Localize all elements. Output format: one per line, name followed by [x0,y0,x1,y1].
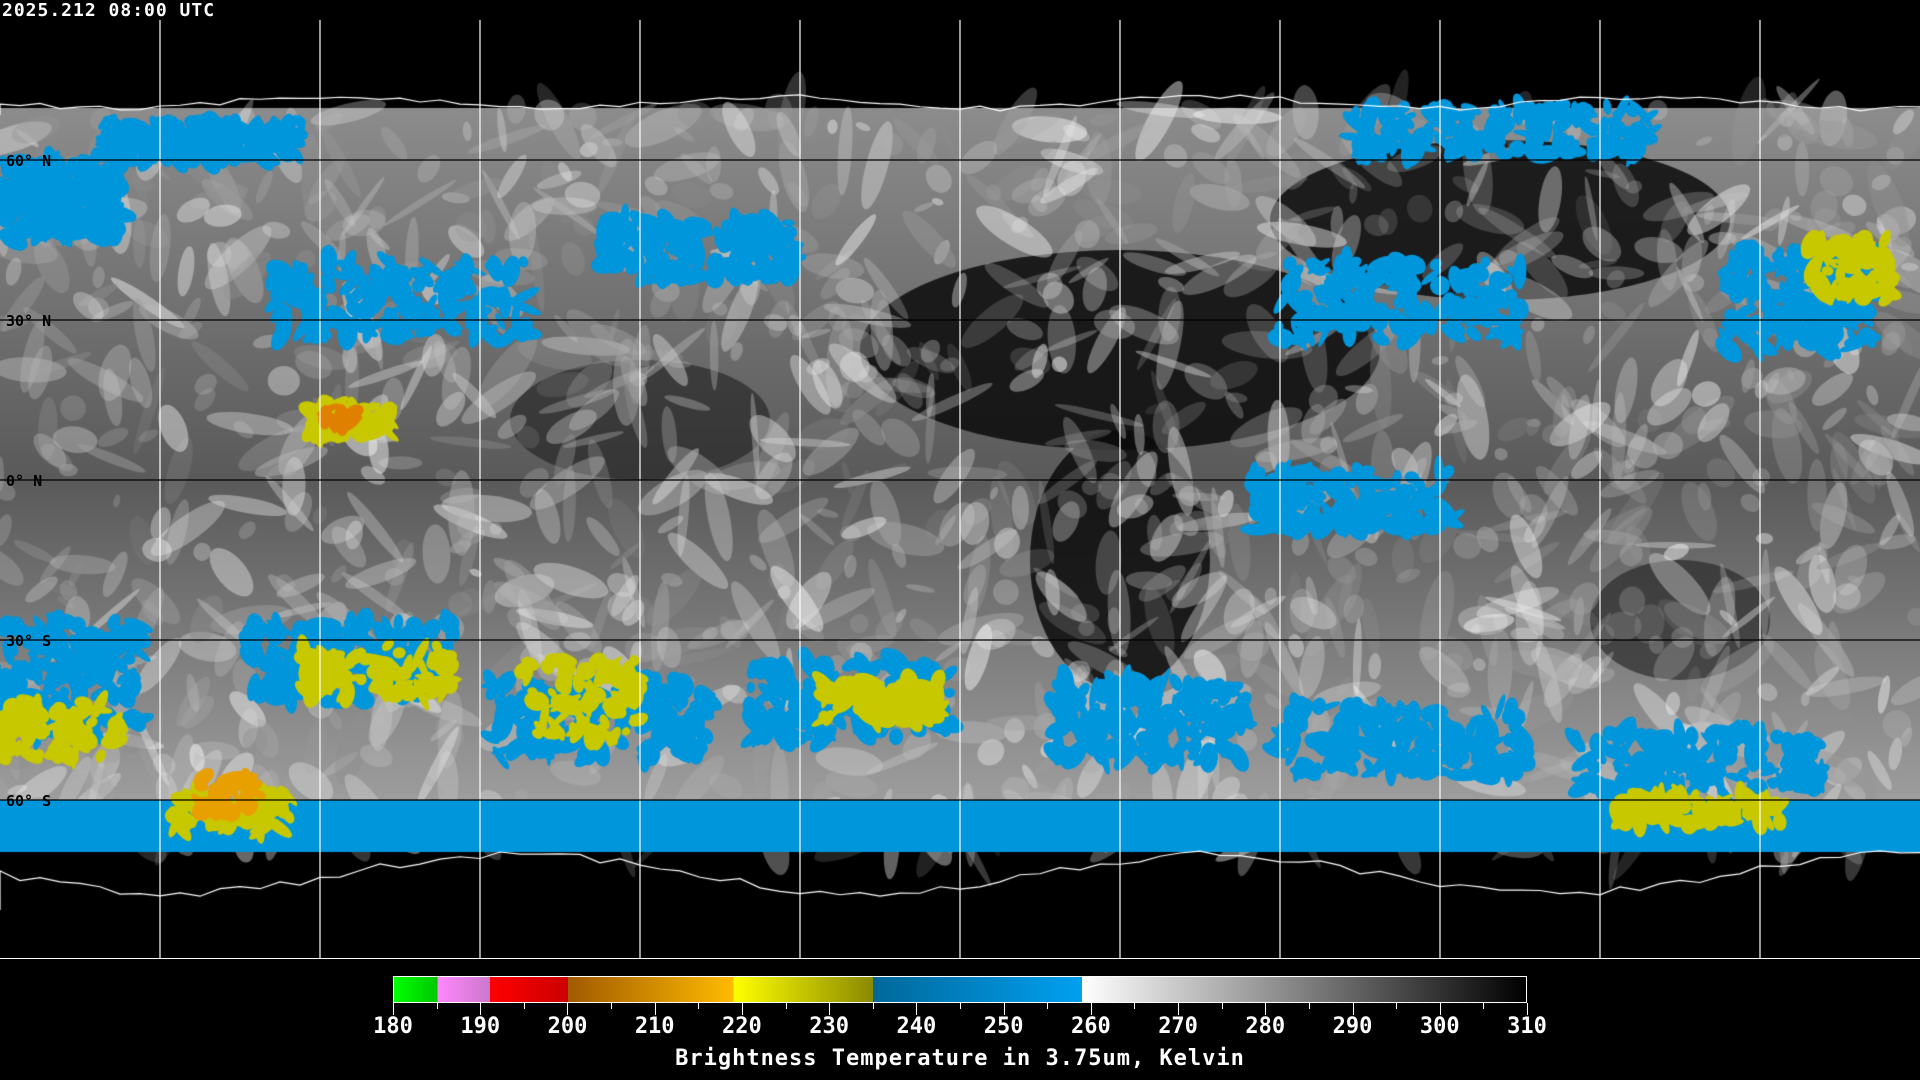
colorbar-tick [1090,1003,1092,1015]
colorbar-tick [1396,1003,1398,1009]
lat-label: 30° N [6,312,52,330]
colorbar-tick [1527,1003,1528,1015]
colorbar-tick-label: 310 [1507,1014,1547,1039]
colorbar-tick [1483,1003,1485,1009]
colorbar-tick [960,1003,961,1009]
colorbar-tick [1003,1003,1005,1015]
colorbar-tick [480,1003,482,1015]
colorbar-tick-label: 250 [983,1014,1024,1039]
map-bottom-border [0,958,1920,959]
colorbar-tick [393,1003,394,1015]
colorbar-tick-label: 200 [547,1014,588,1039]
lat-lon-grid [159,20,1761,958]
colorbar-tick [785,1003,787,1009]
colorbar-tick-label: 190 [460,1014,501,1039]
colorbar-tick [741,1003,743,1015]
colorbar [393,976,1527,1003]
colorbar-tick [829,1003,831,1015]
colorbar-tick-label: 180 [373,1014,413,1039]
colorbar-tick-label: 210 [634,1014,675,1039]
colorbar-title: Brightness Temperature in 3.75um, Kelvin [675,1046,1245,1071]
colorbar-tick [654,1003,656,1015]
colorbar-tick [1221,1003,1223,1009]
lat-label: 60° S [6,792,52,810]
lat-label: 30° S [6,632,52,650]
colorbar-tick [872,1003,874,1009]
colorbar-tick-label: 280 [1245,1014,1286,1039]
colorbar-tick-label: 230 [809,1014,850,1039]
colorbar-tick [698,1003,700,1009]
colorbar-tick [611,1003,613,1009]
colorbar-tick [1134,1003,1136,1009]
colorbar-tick [436,1003,438,1009]
lat-label: 60° N [6,152,52,170]
colorbar-tick [1265,1003,1267,1015]
colorbar-tick [916,1003,918,1015]
timestamp-title: 2025.212 08:00 UTC [2,0,216,21]
colorbar-tick-label: 300 [1419,1014,1460,1039]
colorbar-tick-label: 260 [1070,1014,1111,1039]
colorbar-tick [1308,1003,1310,1009]
colorbar-tick [1047,1003,1049,1009]
colorbar-tick [523,1003,525,1009]
lat-label: 0° N [6,472,43,490]
colorbar-tick-label: 270 [1158,1014,1198,1039]
colorbar-tick-label: 220 [722,1014,762,1039]
colorbar-tick [1352,1003,1354,1015]
colorbar-tick-label: 240 [896,1014,937,1039]
colorbar-tick [1178,1003,1180,1015]
colorbar-tick [1439,1003,1441,1015]
colorbar-tick-label: 290 [1332,1014,1373,1039]
colorbar-tick [567,1003,569,1015]
